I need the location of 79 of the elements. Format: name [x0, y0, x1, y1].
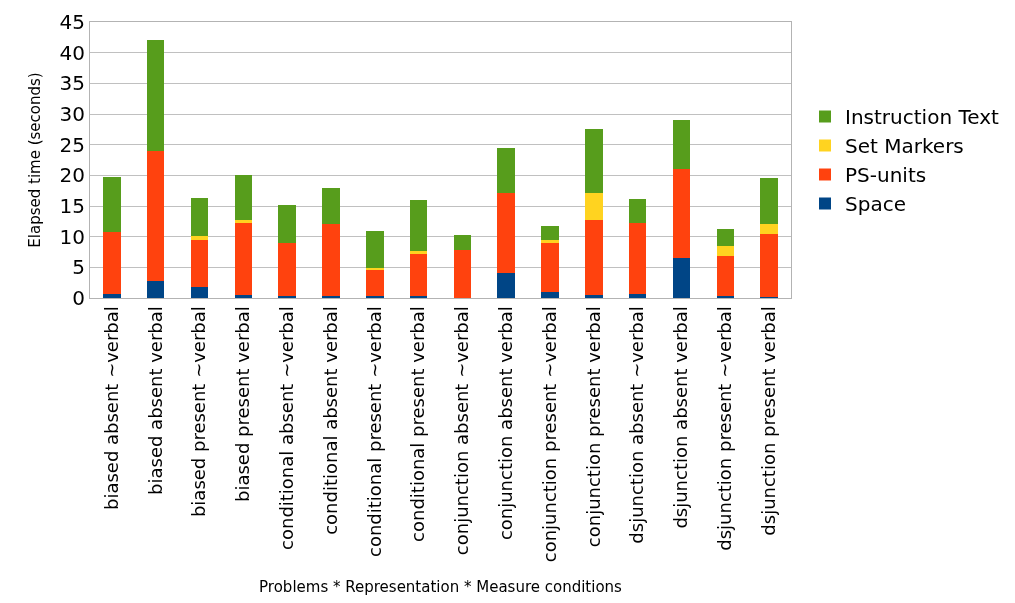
bar — [190, 286, 209, 298]
y-tick-label: 45 — [59, 10, 85, 34]
bar — [146, 281, 165, 298]
bar — [453, 249, 472, 298]
bar — [760, 223, 778, 234]
x-tick-label: biased present verbal — [232, 306, 254, 502]
x-tick-label: conjunction absent ~verbal — [451, 306, 473, 556]
bar — [760, 233, 778, 298]
bar — [103, 293, 121, 298]
bar — [541, 242, 559, 293]
y-tick-label: 0 — [72, 286, 85, 310]
bar — [366, 231, 384, 268]
bar — [190, 239, 209, 287]
bar — [234, 223, 253, 295]
bar — [497, 193, 515, 274]
bar — [234, 220, 253, 224]
bar — [672, 120, 691, 169]
bar — [497, 147, 515, 194]
bar — [409, 199, 428, 251]
y-tick-label: 40 — [59, 40, 85, 65]
bar — [541, 292, 559, 298]
bar — [716, 255, 735, 297]
y-axis-title: Elapsed time (seconds) — [25, 72, 44, 248]
bar — [716, 228, 735, 246]
x-tick-label: dsjunction absent verbal — [670, 306, 692, 529]
bar — [322, 188, 340, 225]
y-tick-label: 25 — [59, 132, 85, 157]
x-tick-label: dsjunction present ~verbal — [714, 306, 736, 551]
bar — [760, 178, 778, 224]
bar — [190, 236, 209, 240]
bar — [322, 224, 340, 297]
x-tick-label: conditional present verbal — [407, 306, 429, 542]
x-tick-label: biased present ~verbal — [188, 306, 210, 518]
x-tick-label: conditional absent ~verbal — [276, 306, 298, 550]
bar — [585, 129, 603, 194]
x-tick-label: dsjunction present verbal — [757, 306, 779, 536]
legend-label: Set Markers — [845, 134, 964, 159]
x-tick-label: conjunction absent verbal — [495, 306, 517, 541]
bar — [628, 294, 647, 298]
y-tick-label: 10 — [59, 224, 85, 249]
bar — [103, 231, 121, 294]
bar — [585, 294, 603, 298]
y-tick-label: 35 — [59, 71, 85, 96]
bar — [672, 168, 691, 259]
legend-label: Instruction Text — [845, 105, 1000, 130]
x-tick-label: biased absent ~verbal — [100, 306, 122, 511]
bar — [628, 222, 647, 295]
bar — [409, 254, 428, 297]
bar — [366, 270, 384, 297]
legend-label: Space — [845, 192, 906, 217]
bar — [234, 174, 253, 221]
bar — [541, 239, 559, 243]
bar — [672, 258, 691, 298]
bar — [278, 205, 296, 243]
bar — [541, 226, 559, 240]
y-tick-label: 15 — [59, 194, 85, 218]
y-tick-label: 5 — [72, 255, 85, 280]
bar — [146, 151, 165, 282]
x-axis-title: Problems * Representation * Measure conditions — [259, 578, 623, 597]
bar — [103, 176, 121, 232]
bar — [190, 198, 209, 237]
bar — [628, 198, 647, 223]
bar — [453, 235, 472, 250]
bar — [146, 39, 165, 152]
x-tick-label: dsjunction absent ~verbal — [626, 306, 648, 544]
bar — [278, 242, 296, 296]
x-tick-label: conjunction present ~verbal — [538, 306, 560, 563]
bar — [585, 220, 603, 295]
y-tick-label: 20 — [59, 163, 85, 188]
bar — [497, 273, 515, 298]
x-tick-label: conditional absent verbal — [319, 306, 341, 535]
bar — [234, 294, 253, 298]
x-tick-label: biased absent verbal — [144, 306, 166, 495]
bar — [585, 193, 603, 221]
x-tick-label: conditional present ~verbal — [363, 306, 385, 557]
legend-label: PS-units — [845, 163, 927, 188]
y-tick-label: 30 — [59, 102, 85, 126]
x-tick-label: conjunction present verbal — [582, 306, 604, 548]
bar — [716, 245, 735, 256]
